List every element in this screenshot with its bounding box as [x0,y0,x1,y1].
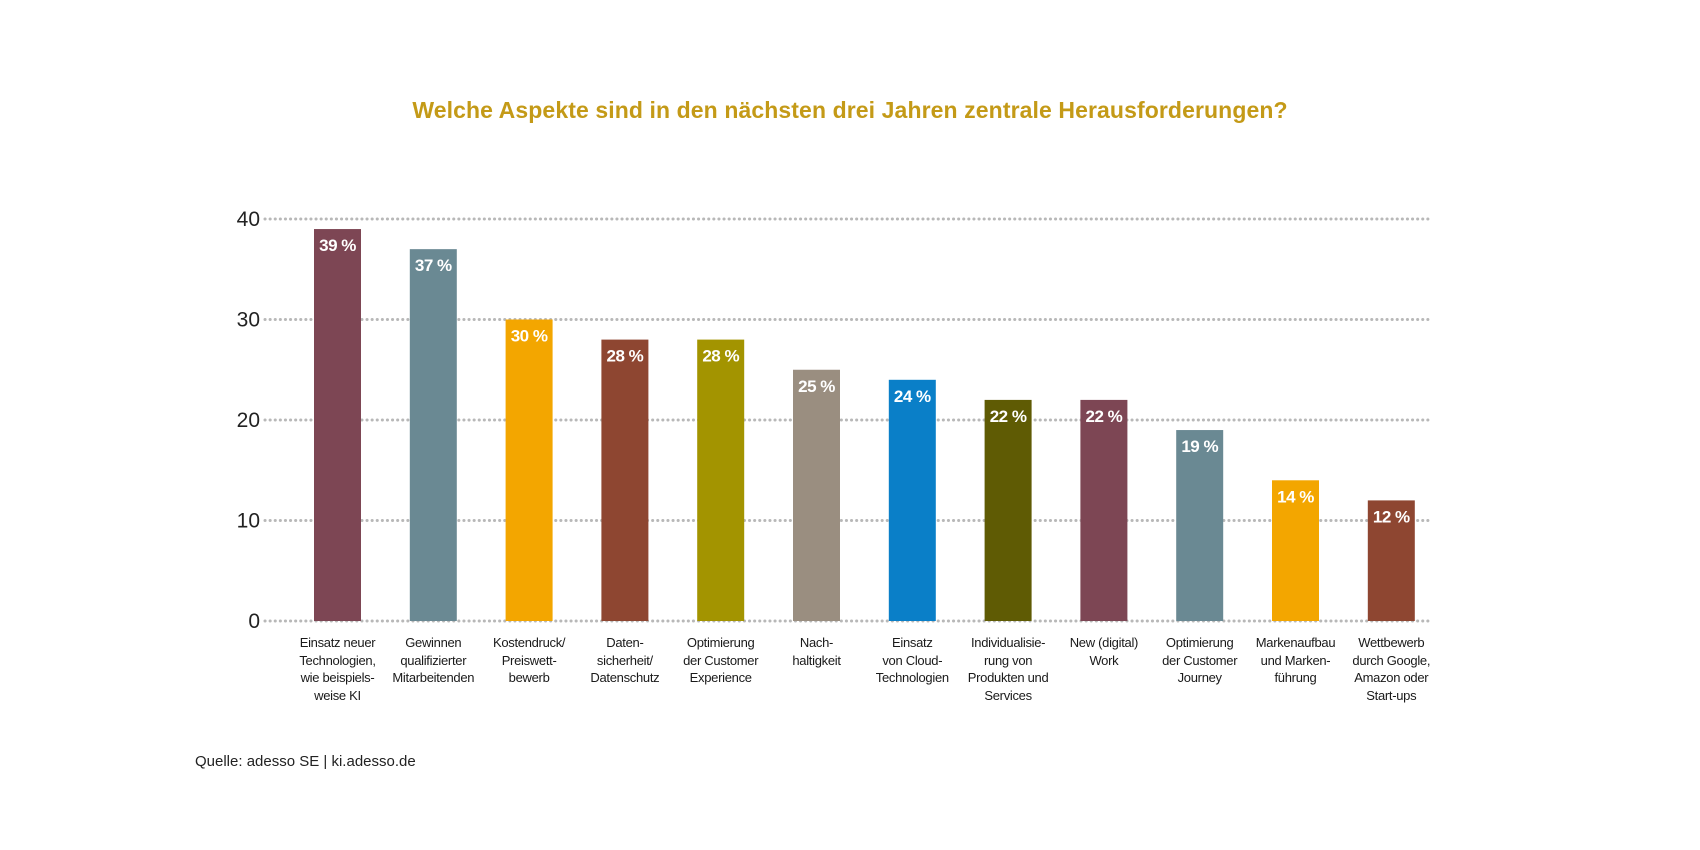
x-category-label: New (digital) Work [1054,634,1154,669]
x-category-label: Einsatz neuer Technologien, wie beispiels-… [288,634,388,704]
x-category-label: Markenaufbau und Marken-führung [1246,634,1346,687]
bar-value-label: 30 % [511,327,548,346]
x-category-label-line: sicherheit/ [596,652,653,668]
x-category-label: Daten-sicherheit/Datenschutz [575,634,675,687]
x-category-label-line: wie beispiels- [300,670,375,685]
x-category-label: Optimierung der Customer Experience [671,634,771,687]
x-category-label: Wettbewerb durch Google, Amazon oder Start-… [1341,634,1441,704]
x-category-label: Optimierung der Customer Journey [1150,634,1250,687]
x-category-label-line: Mitarbeitenden [392,670,475,685]
bar [1367,500,1415,621]
x-category-label-line: weise KI [314,687,361,703]
x-category-label-line: Optimierung [686,635,755,650]
x-category-label-line: Work [1089,652,1119,668]
bar-value-label: 37 % [415,256,452,275]
bar [1080,399,1128,621]
x-category-label: Kostendruck/Preiswett-bewerb [479,634,579,687]
bar-value-label: 24 % [894,387,931,406]
x-category-label-line: Nach- [799,635,834,650]
y-tick-label: 0 [248,610,260,633]
bar-value-label: 25 % [798,377,835,396]
bar [888,379,936,621]
x-category-label-line: Journey [1177,670,1222,685]
x-category-label: Nach-haltigkeit [767,634,867,669]
bar [793,369,840,621]
source-note: Quelle: adesso SE | ki.adesso.de [195,753,416,770]
x-category-label-line: qualifizierter [400,652,467,668]
x-category-label-line: Markenaufbau [1255,635,1336,650]
bar-value-label: 22 % [1086,407,1123,426]
x-category-label-line: Einsatz [892,635,933,650]
x-category-label-line: Produkten und [967,670,1049,685]
x-category-label-line: Optimierung [1165,635,1234,650]
x-category-label-line: der Customer [1162,652,1238,668]
bar-value-label: 22 % [990,407,1027,426]
bar [984,399,1032,621]
x-category-label: Individualisie-rung von Produkten und Serv… [958,634,1058,704]
x-category-label-line: Gewinnen [405,635,462,650]
x-category-label-line: Start-ups [1366,687,1417,703]
x-category-label-line: Kostendruck/ [492,635,566,650]
bar-value-label: 14 % [1277,487,1314,506]
bar-value-label: 39 % [319,236,356,255]
x-category-label-line: Datenschutz [590,670,660,685]
x-category-label-line: Services [984,687,1032,703]
y-tick-label: 20 [237,409,260,432]
x-category-label-line: führung [1274,670,1317,685]
x-category-label-line: rung von [983,652,1033,668]
x-category-label: Einsatz von Cloud- Technologien [862,634,962,687]
bar-value-label: 12 % [1373,507,1410,526]
x-category-label-line: New (digital) [1069,635,1139,650]
x-category-label-line: Individualisie- [970,635,1046,650]
x-category-label-line: Technologien, [299,652,376,668]
x-category-label-line: Amazon oder [1354,670,1429,685]
y-tick-label: 30 [237,309,260,332]
bar-value-label: 19 % [1181,437,1218,456]
bar [697,339,745,621]
x-category-label-line: Wettbewerb [1358,635,1425,650]
bar [1176,430,1224,621]
y-tick-label: 10 [237,510,260,533]
bar [314,229,361,622]
x-category-label-line: Daten- [606,635,644,650]
x-category-label-line: und Marken- [1260,652,1331,668]
bar-value-label: 28 % [702,347,739,366]
bar-value-label: 28 % [607,347,644,366]
bar [505,319,553,621]
x-category-label-line: haltigkeit [792,652,841,668]
bar [601,339,649,621]
x-category-label-line: der Customer [683,652,759,668]
x-category-label-line: Preiswett- [501,652,557,668]
bar [409,249,457,621]
x-category-label: Gewinnen qualifizierter Mitarbeitenden [383,634,483,687]
bar [1272,480,1319,621]
x-category-label-line: Einsatz neuer [299,635,376,650]
x-category-label-line: Technologien [875,670,949,685]
x-category-label-line: durch Google, [1352,652,1431,668]
x-category-label-line: bewerb [508,670,550,685]
chart-title: Welche Aspekte sind in den nächsten drei… [412,97,1288,123]
x-category-label-line: Experience [689,670,752,685]
x-category-label-line: von Cloud- [882,652,943,668]
y-tick-label: 40 [237,208,260,231]
